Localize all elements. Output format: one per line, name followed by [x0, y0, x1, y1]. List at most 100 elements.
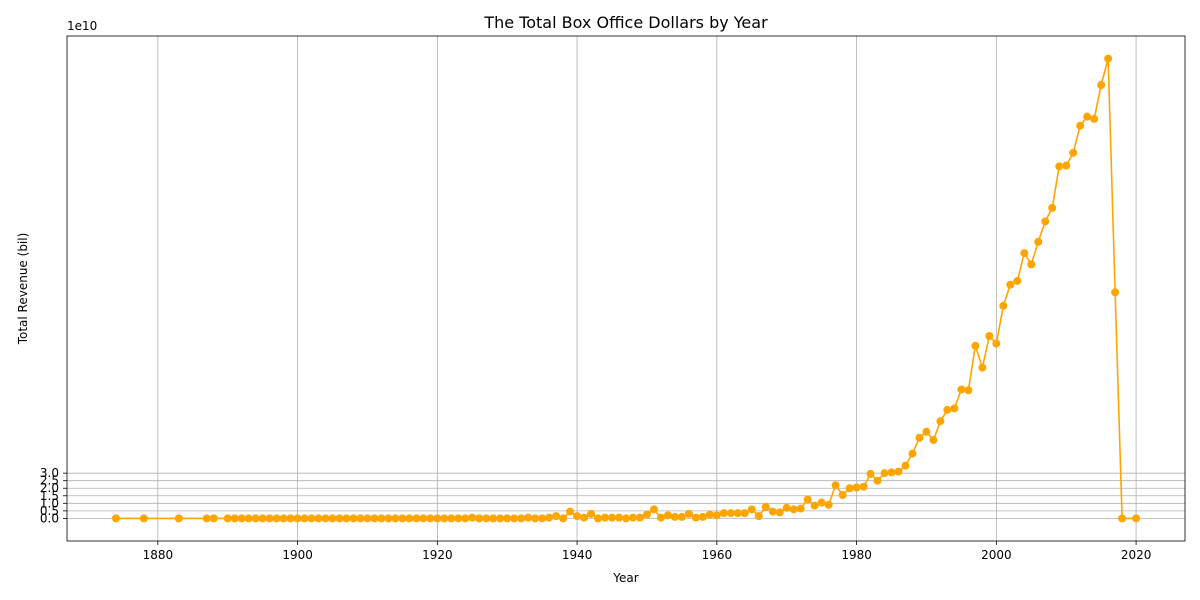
data-point: [370, 514, 379, 523]
data-point: [265, 514, 274, 523]
data-point: [978, 363, 987, 372]
data-point: [279, 514, 288, 523]
data-point: [1048, 203, 1057, 212]
data-point: [740, 509, 749, 518]
data-point: [573, 512, 582, 521]
data-point: [307, 514, 316, 523]
data-point: [775, 508, 784, 517]
data-point: [649, 505, 658, 514]
data-point: [908, 449, 917, 458]
data-point: [349, 514, 358, 523]
data-point: [251, 514, 260, 523]
data-point: [1034, 237, 1043, 246]
data-point: [866, 469, 875, 478]
data-point: [964, 386, 973, 395]
data-point: [237, 514, 246, 523]
data-point: [1090, 114, 1099, 123]
data-point: [503, 514, 512, 523]
data-point: [209, 514, 218, 523]
data-point: [663, 511, 672, 520]
data-point: [726, 509, 735, 518]
data-point: [615, 513, 624, 522]
data-point: [594, 514, 603, 523]
data-point: [405, 514, 414, 523]
data-point: [300, 514, 309, 523]
data-point: [377, 514, 386, 523]
data-point: [1132, 514, 1141, 523]
x-tick-label: 2020: [1121, 548, 1152, 562]
x-axis-title: Year: [612, 571, 638, 585]
x-tick-label: 1880: [143, 548, 174, 562]
data-point: [712, 511, 721, 520]
data-point: [838, 491, 847, 500]
data-point: [447, 514, 456, 523]
data-point: [628, 513, 637, 522]
data-point: [817, 498, 826, 507]
data-point: [901, 461, 910, 470]
data-point: [419, 514, 428, 523]
data-point: [782, 503, 791, 512]
data-point: [1041, 217, 1050, 226]
data-point: [517, 514, 526, 523]
data-point: [754, 512, 763, 521]
data-point: [363, 514, 372, 523]
data-point: [971, 341, 980, 350]
data-point: [496, 514, 505, 523]
data-point: [824, 500, 833, 509]
data-point: [719, 509, 728, 518]
y-tick-label: 1.0: [40, 496, 59, 510]
data-point: [894, 467, 903, 476]
data-point: [642, 510, 651, 519]
data-point: [139, 514, 148, 523]
data-point: [398, 514, 407, 523]
data-point: [943, 405, 952, 414]
data-point: [1104, 54, 1113, 63]
data-point: [461, 514, 470, 523]
data-point: [859, 482, 868, 491]
chart-title: The Total Box Office Dollars by Year: [483, 13, 768, 32]
data-point: [957, 385, 966, 394]
data-point: [223, 514, 232, 523]
data-point: [1083, 112, 1092, 121]
x-tick-label: 1900: [282, 548, 313, 562]
data-point: [440, 514, 449, 523]
data-point: [342, 514, 351, 523]
data-point: [426, 514, 435, 523]
data-point: [733, 509, 742, 518]
data-point: [258, 514, 267, 523]
data-point: [314, 514, 323, 523]
data-point: [747, 505, 756, 514]
data-point: [608, 513, 617, 522]
series-layer: [111, 54, 1141, 523]
data-point: [922, 427, 931, 436]
data-point: [489, 514, 498, 523]
data-point: [475, 514, 484, 523]
y-axis-title: Total Revenue (bil): [16, 233, 30, 346]
data-point: [831, 481, 840, 490]
data-point: [552, 512, 561, 521]
data-point: [950, 404, 959, 413]
y-tick-label: 0.0: [40, 511, 59, 525]
data-point: [293, 514, 302, 523]
data-point: [803, 495, 812, 504]
data-point: [887, 468, 896, 477]
data-point: [482, 514, 491, 523]
grid-lines: [67, 36, 1185, 541]
y-axis-offset-label: 1e10: [67, 19, 97, 33]
data-point: [768, 507, 777, 516]
x-tick-label: 1940: [562, 548, 593, 562]
data-point: [936, 417, 945, 426]
data-point: [1013, 276, 1022, 285]
data-point: [684, 509, 693, 518]
data-point: [761, 503, 770, 512]
data-point: [635, 513, 644, 522]
data-point: [321, 514, 330, 523]
data-point: [244, 514, 253, 523]
data-point: [1118, 514, 1127, 523]
data-point: [810, 501, 819, 510]
data-point: [356, 514, 365, 523]
data-point: [698, 512, 707, 521]
data-point: [1062, 161, 1071, 170]
data-point: [789, 505, 798, 514]
data-point: [335, 514, 344, 523]
